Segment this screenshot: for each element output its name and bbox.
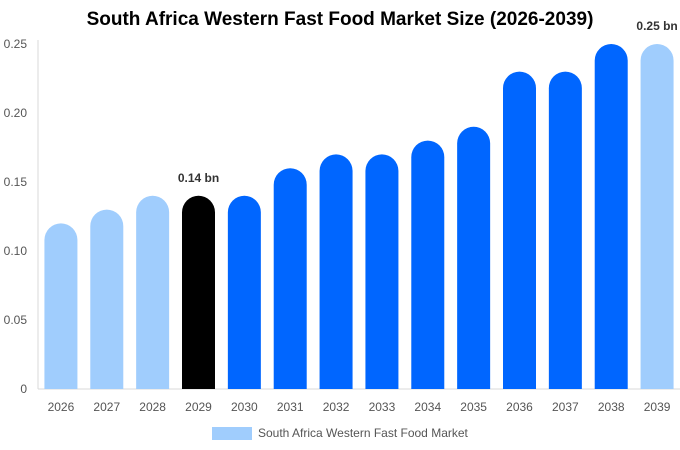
bar-2026 [44,223,78,389]
y-tick-label: 0 [20,382,27,396]
bar-2033 [365,154,399,389]
data-label: 0.14 bn [178,171,219,185]
x-tick-label: 2030 [231,400,258,414]
legend: South Africa Western Fast Food Market [212,426,468,440]
y-tick-label: 0.05 [4,313,28,327]
bar-2039 [640,44,674,389]
y-tick-label: 0.25 [4,37,28,51]
bar-2027 [90,209,124,389]
bar-2030 [227,195,261,389]
bar-2035 [457,126,491,390]
bar-2038 [594,44,628,389]
bar-2029 [182,195,215,389]
bar-2034 [411,140,445,389]
bar-2031 [273,168,307,389]
y-tick-label: 0.20 [4,106,28,120]
bar-2028 [136,195,170,389]
x-tick-label: 2039 [644,400,671,414]
axes: 0 0.05 0.10 0.15 0.20 0.25 2026 2027 2028 2029 203… [4,37,680,414]
bar-2037 [548,71,582,389]
x-tick-label: 2028 [139,400,166,414]
bars [44,44,674,390]
x-tick-label: 2031 [277,400,304,414]
data-label: 0.25 bn [636,19,677,33]
chart-title: South Africa Western Fast Food Market Si… [86,9,594,30]
x-tick-label: 2027 [93,400,120,414]
x-tick-label: 2035 [460,400,487,414]
x-tick-label: 2038 [598,400,625,414]
data-labels: 0.14 bn 0.25 bn [178,19,678,185]
legend-label: South Africa Western Fast Food Market [258,426,468,440]
x-tick-label: 2036 [506,400,533,414]
x-tick-label: 2037 [552,400,579,414]
x-tick-label: 2032 [323,400,350,414]
x-tick-label: 2033 [369,400,396,414]
bar-2036 [503,71,536,389]
y-tick-label: 0.15 [4,175,28,189]
legend-swatch [212,426,252,440]
x-tick-label: 2026 [48,400,75,414]
x-tick-label: 2029 [185,400,212,414]
bar-2032 [319,154,353,389]
y-tick-label: 0.10 [4,244,28,258]
x-tick-label: 2034 [414,400,441,414]
